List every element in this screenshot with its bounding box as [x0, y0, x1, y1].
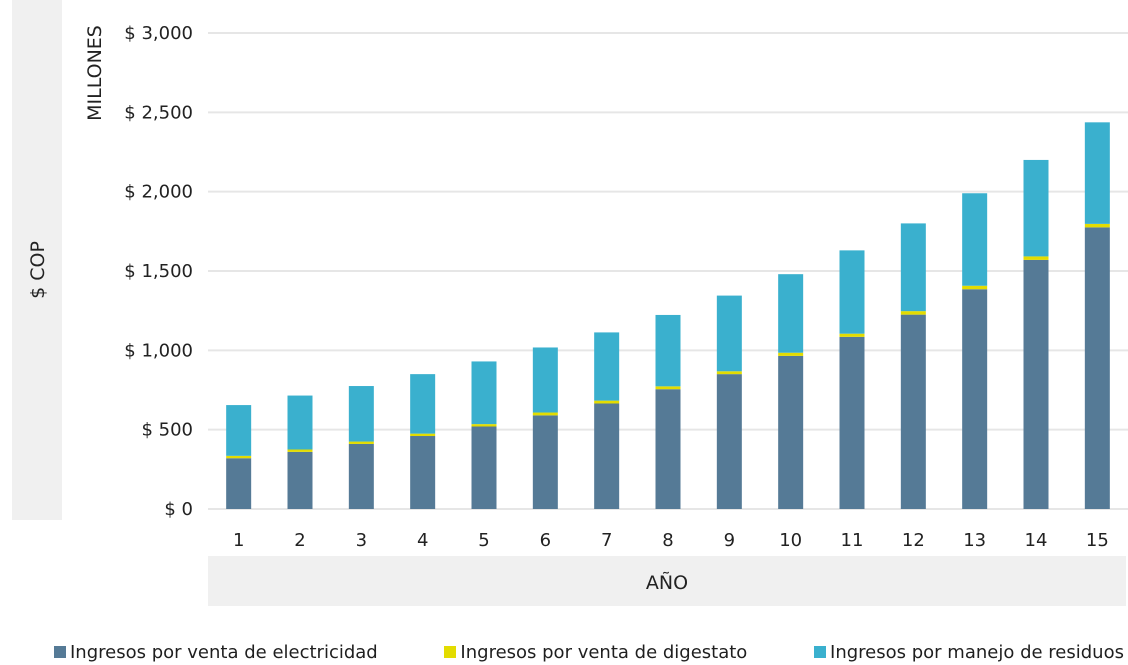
- bar-segment-s0-c11: [839, 336, 865, 509]
- legend-item-digestato: Ingresos por venta de digestato: [444, 642, 747, 663]
- bar-segment-s0-c5: [471, 426, 497, 509]
- y-tick-label: $ 2,500: [124, 102, 193, 123]
- bar-segment-s1-c5: [471, 424, 497, 427]
- y-axis-title-panel: [12, 0, 62, 520]
- x-tick-label: 4: [417, 530, 428, 551]
- bar-segment-s0-c3: [348, 443, 374, 509]
- y-tick-label: $ 3,000: [124, 23, 193, 44]
- bars: [226, 122, 1110, 509]
- y-axis-title: $ COP: [27, 241, 49, 299]
- bar-segment-s0-c9: [716, 374, 742, 509]
- y-axis-unit: MILLONES: [84, 25, 106, 121]
- bar-segment-s2-c12: [900, 223, 926, 312]
- bar-segment-s0-c4: [410, 436, 436, 509]
- x-tick-label: 5: [478, 530, 489, 551]
- bar-segment-s2-c3: [348, 386, 374, 442]
- legend-label-electricidad: Ingresos por venta de electricidad: [70, 641, 378, 663]
- y-tick-label: $ 1,000: [124, 340, 193, 361]
- x-tick-label: 10: [779, 530, 802, 551]
- bar-segment-s1-c9: [716, 371, 742, 375]
- x-tick-label: 8: [662, 530, 673, 551]
- bar-segment-s0-c14: [1023, 259, 1049, 509]
- bar-segment-s2-c14: [1023, 159, 1049, 257]
- bar-segment-s2-c10: [778, 274, 804, 353]
- x-tick-label: 14: [1025, 530, 1048, 551]
- bar-segment-s1-c11: [839, 333, 865, 337]
- bar-segment-s1-c4: [410, 433, 436, 437]
- bar-segment-s0-c2: [287, 451, 313, 509]
- bar-segment-s1-c10: [778, 352, 804, 356]
- bar-segment-s1-c8: [655, 386, 681, 390]
- x-axis-ticks: 1 2 3 4 5 6 7 8 9 10 11 12 13 14 15: [233, 530, 1109, 551]
- legend-label-residuos: Ingresos por manejo de residuos: [830, 641, 1124, 663]
- bar-segment-s0-c10: [778, 355, 804, 509]
- legend-item-electricidad: Ingresos por venta de electricidad: [54, 642, 378, 663]
- x-axis-title-panel: [208, 556, 1126, 606]
- bar-segment-s2-c1: [226, 405, 252, 456]
- legend-swatch-residuos: [814, 646, 827, 658]
- y-tick-label: $ 2,000: [124, 182, 193, 203]
- x-tick-label: 6: [540, 530, 551, 551]
- bar-segment-s0-c8: [655, 389, 681, 509]
- bar-segment-s2-c7: [594, 332, 620, 401]
- x-tick-label: 9: [724, 530, 735, 551]
- x-tick-label: 1: [233, 530, 244, 551]
- y-tick-label: $ 0: [164, 499, 193, 520]
- bar-segment-s1-c13: [962, 285, 988, 290]
- legend-label-digestato: Ingresos por venta de digestato: [460, 641, 748, 663]
- bar-segment-s0-c7: [594, 403, 620, 509]
- bar-segment-s2-c13: [962, 193, 988, 286]
- bar-segment-s2-c9: [716, 295, 742, 372]
- bar-segment-s1-c12: [900, 311, 926, 315]
- bar-segment-s1-c2: [287, 449, 313, 452]
- legend-swatch-electricidad: [54, 646, 66, 658]
- bar-segment-s2-c4: [410, 374, 436, 434]
- bar-segment-s1-c7: [594, 400, 620, 404]
- bar-segment-s2-c15: [1084, 122, 1110, 224]
- x-tick-label: 3: [356, 530, 367, 551]
- bar-segment-s2-c8: [655, 314, 681, 387]
- bar-segment-s1-c1: [226, 455, 252, 459]
- bar-segment-s0-c13: [962, 289, 988, 509]
- bar-segment-s0-c1: [226, 458, 252, 509]
- x-tick-label: 15: [1086, 530, 1109, 551]
- x-tick-label: 2: [294, 530, 305, 551]
- bar-segment-s1-c3: [348, 441, 374, 444]
- bar-segment-s1-c14: [1023, 256, 1049, 260]
- x-tick-label: 13: [963, 530, 986, 551]
- legend: Ingresos por venta de electricidad Ingre…: [0, 640, 1128, 664]
- bar-segment-s1-c6: [532, 412, 558, 416]
- x-tick-label: 12: [902, 530, 925, 551]
- bar-segment-s0-c6: [532, 415, 558, 509]
- y-tick-label: $ 1,500: [124, 261, 193, 282]
- y-axis-ticks: $ 0 $ 500 $ 1,000 $ 1,500 $ 2,000 $ 2,500 $ 3,…: [124, 23, 193, 520]
- x-axis-title: AÑO: [646, 571, 688, 594]
- bar-segment-s2-c5: [471, 361, 497, 425]
- bar-segment-s2-c6: [532, 347, 558, 413]
- bar-segment-s0-c12: [900, 314, 926, 509]
- bar-segment-s0-c15: [1084, 227, 1110, 509]
- legend-item-residuos: Ingresos por manejo de residuos: [814, 642, 1124, 663]
- bar-segment-s2-c2: [287, 395, 313, 450]
- x-tick-label: 7: [601, 530, 612, 551]
- y-tick-label: $ 500: [141, 420, 193, 441]
- legend-swatch-digestato: [444, 646, 457, 658]
- bar-segment-s1-c15: [1084, 223, 1110, 228]
- bar-segment-s2-c11: [839, 250, 865, 334]
- x-tick-label: 11: [841, 530, 864, 551]
